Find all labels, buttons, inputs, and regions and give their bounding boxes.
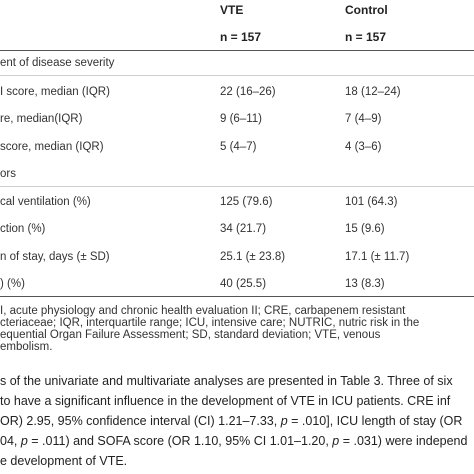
table-footnote-line: embolism. (0, 341, 53, 353)
row-label: score, median (IQR) (0, 141, 104, 153)
header-rule (0, 50, 474, 51)
table-bottom-rule (0, 296, 474, 297)
section-title: ors (0, 168, 16, 180)
table-footnote-line: I, acute physiology and chronic health e… (0, 305, 406, 317)
paragraph-line: 04, p = .011) and SOFA score (OR 1.10, 9… (0, 434, 468, 448)
table-footnote-line: equential Organ Failure Assessment; SD, … (0, 329, 381, 341)
row-control-value: 18 (12–24) (345, 86, 401, 98)
section-divider (0, 186, 474, 187)
paragraph-line: to have a significant influence in the d… (0, 394, 451, 408)
row-vte-value: 5 (4–7) (220, 141, 257, 153)
row-label: I score, median (IQR) (0, 86, 110, 98)
row-control-value: 15 (9.6) (345, 223, 385, 235)
paragraph-line: s of the univariate and multivariate ana… (0, 374, 453, 388)
row-control-value: 7 (4–9) (345, 113, 382, 125)
table-footnote-line: cteriaceae; IQR, interquartile range; IC… (0, 317, 420, 329)
row-control-value: 17.1 (± 11.7) (345, 251, 410, 263)
row-control-value: 101 (64.3) (345, 196, 398, 208)
row-vte-value: 25.1 (± 23.8) (220, 251, 286, 263)
vte-column-header: VTE (220, 3, 244, 17)
section-divider (0, 75, 474, 76)
row-vte-value: 40 (25.5) (220, 278, 267, 290)
row-label: cal ventilation (%) (0, 196, 91, 208)
vte-n-header: n = 157 (220, 30, 262, 44)
paragraph-line: e development of VTE. (0, 454, 128, 468)
row-vte-value: 125 (79.6) (220, 196, 273, 208)
row-control-value: 4 (3–6) (345, 141, 382, 153)
row-vte-value: 9 (6–11) (220, 113, 262, 125)
paragraph-line: OR) 2.95, 95% confidence interval (CI) 1… (0, 414, 463, 428)
control-n-header: n = 157 (345, 30, 387, 44)
row-label: ) (%) (0, 278, 25, 290)
row-control-value: 13 (8.3) (345, 278, 385, 290)
row-label: re, median(IQR) (0, 113, 83, 125)
row-vte-value: 22 (16–26) (220, 86, 276, 98)
row-label: n of stay, days (± SD) (0, 251, 110, 263)
row-label: ction (%) (0, 223, 46, 235)
section-title: ent of disease severity (0, 57, 115, 69)
control-column-header: Control (345, 3, 388, 17)
row-vte-value: 34 (21.7) (220, 223, 267, 235)
